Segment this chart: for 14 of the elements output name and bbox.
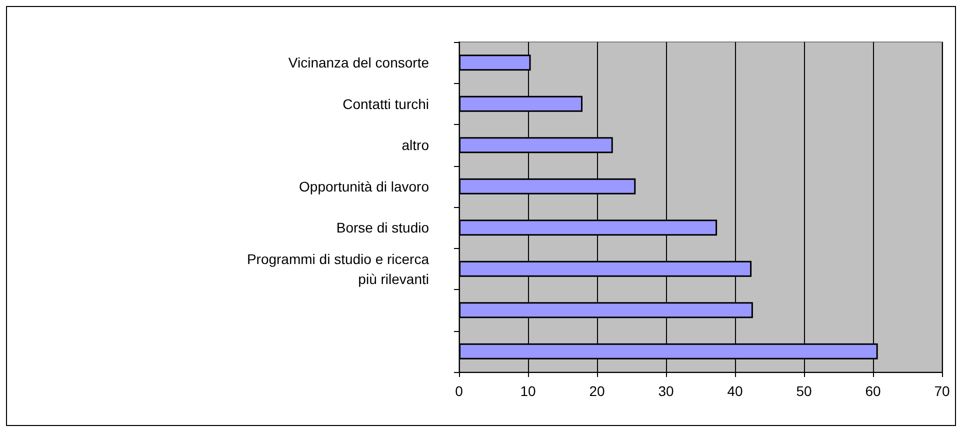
- y-tick-label: Contatti turchi: [342, 96, 429, 112]
- y-tick-label: Programmi di studio e ricerca più rilevanti: [246, 250, 430, 287]
- x-tick-label: 30: [658, 383, 674, 399]
- x-tick-label: 0: [455, 383, 464, 399]
- y-tick-label: Vicinanza del consorte: [288, 54, 430, 71]
- x-tick-label: 70: [934, 383, 950, 399]
- y-tick-label: Borse di studio: [336, 220, 430, 236]
- x-tick-label: 50: [796, 383, 812, 399]
- x-tick-label: 10: [520, 383, 536, 399]
- y-tick-label: altro: [402, 137, 430, 154]
- y-tick-label: Opportunità di lavoro: [299, 178, 430, 194]
- x-tick-label: 40: [727, 383, 743, 399]
- x-tick-label: 60: [865, 383, 881, 399]
- x-tick-label: 20: [589, 383, 605, 399]
